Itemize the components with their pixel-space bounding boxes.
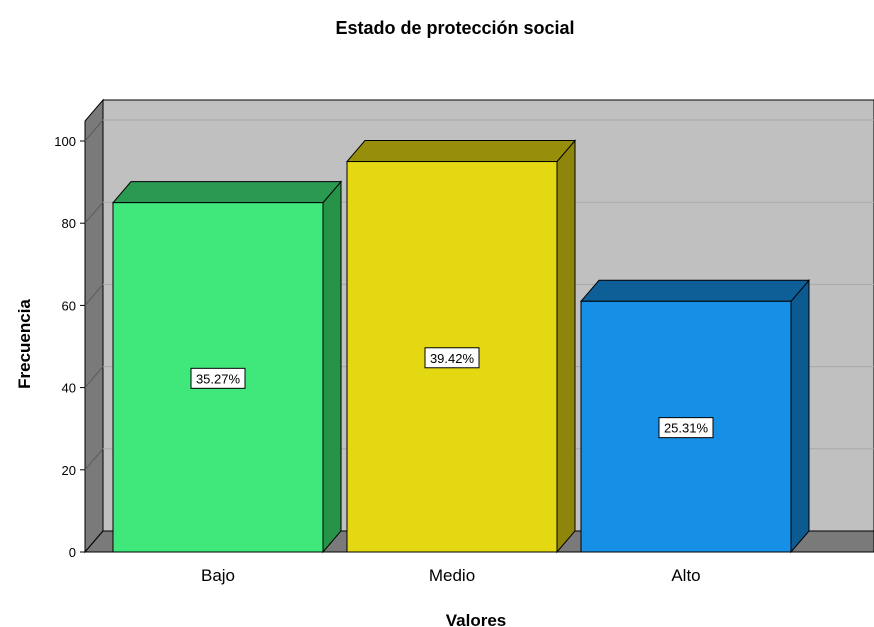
side-gridline — [84, 448, 104, 471]
y-tick-label: 20 — [62, 463, 76, 478]
y-tick-label: 0 — [69, 545, 76, 560]
x-axis-title: Valores — [446, 611, 507, 627]
data-label-box — [424, 347, 480, 369]
data-label-box — [658, 417, 714, 439]
x-tick-label: Bajo — [201, 566, 235, 585]
x-axis-ticks: Bajo Medio Alto — [201, 566, 701, 585]
y-tick-label: 40 — [62, 381, 76, 396]
bar-alto: 25.31% — [579, 278, 811, 554]
bar-top — [345, 140, 577, 163]
data-label-box — [190, 367, 246, 389]
side-gridline — [84, 119, 104, 142]
bars: 35.27% 39.42% 25.31% — [111, 139, 811, 554]
chart-title: Estado de protección social — [335, 18, 574, 38]
y-tick-label: 60 — [62, 298, 76, 313]
bar-side — [556, 139, 576, 554]
data-label: 35.27% — [196, 371, 241, 386]
bar-top — [579, 279, 811, 302]
side-gridline — [84, 366, 104, 388]
y-axis-title: Frecuencia — [15, 299, 34, 389]
bar-top — [111, 181, 343, 204]
x-tick-label: Medio — [429, 566, 475, 585]
y-tick-label: 80 — [62, 216, 76, 231]
bar-side — [322, 180, 342, 554]
bar-side — [790, 278, 810, 554]
y-tick-label: 100 — [54, 134, 76, 149]
side-wall — [84, 98, 104, 554]
data-label: 25.31% — [664, 421, 709, 436]
bar-bajo: 35.27% — [111, 180, 343, 554]
side-gridline — [84, 284, 104, 306]
data-label: 39.42% — [430, 351, 475, 366]
x-tick-label: Alto — [671, 566, 700, 585]
bar-medio: 39.42% — [345, 139, 577, 554]
y-axis-ticks: 0 20 40 60 80 100 — [54, 134, 85, 560]
side-gridline — [84, 201, 104, 224]
